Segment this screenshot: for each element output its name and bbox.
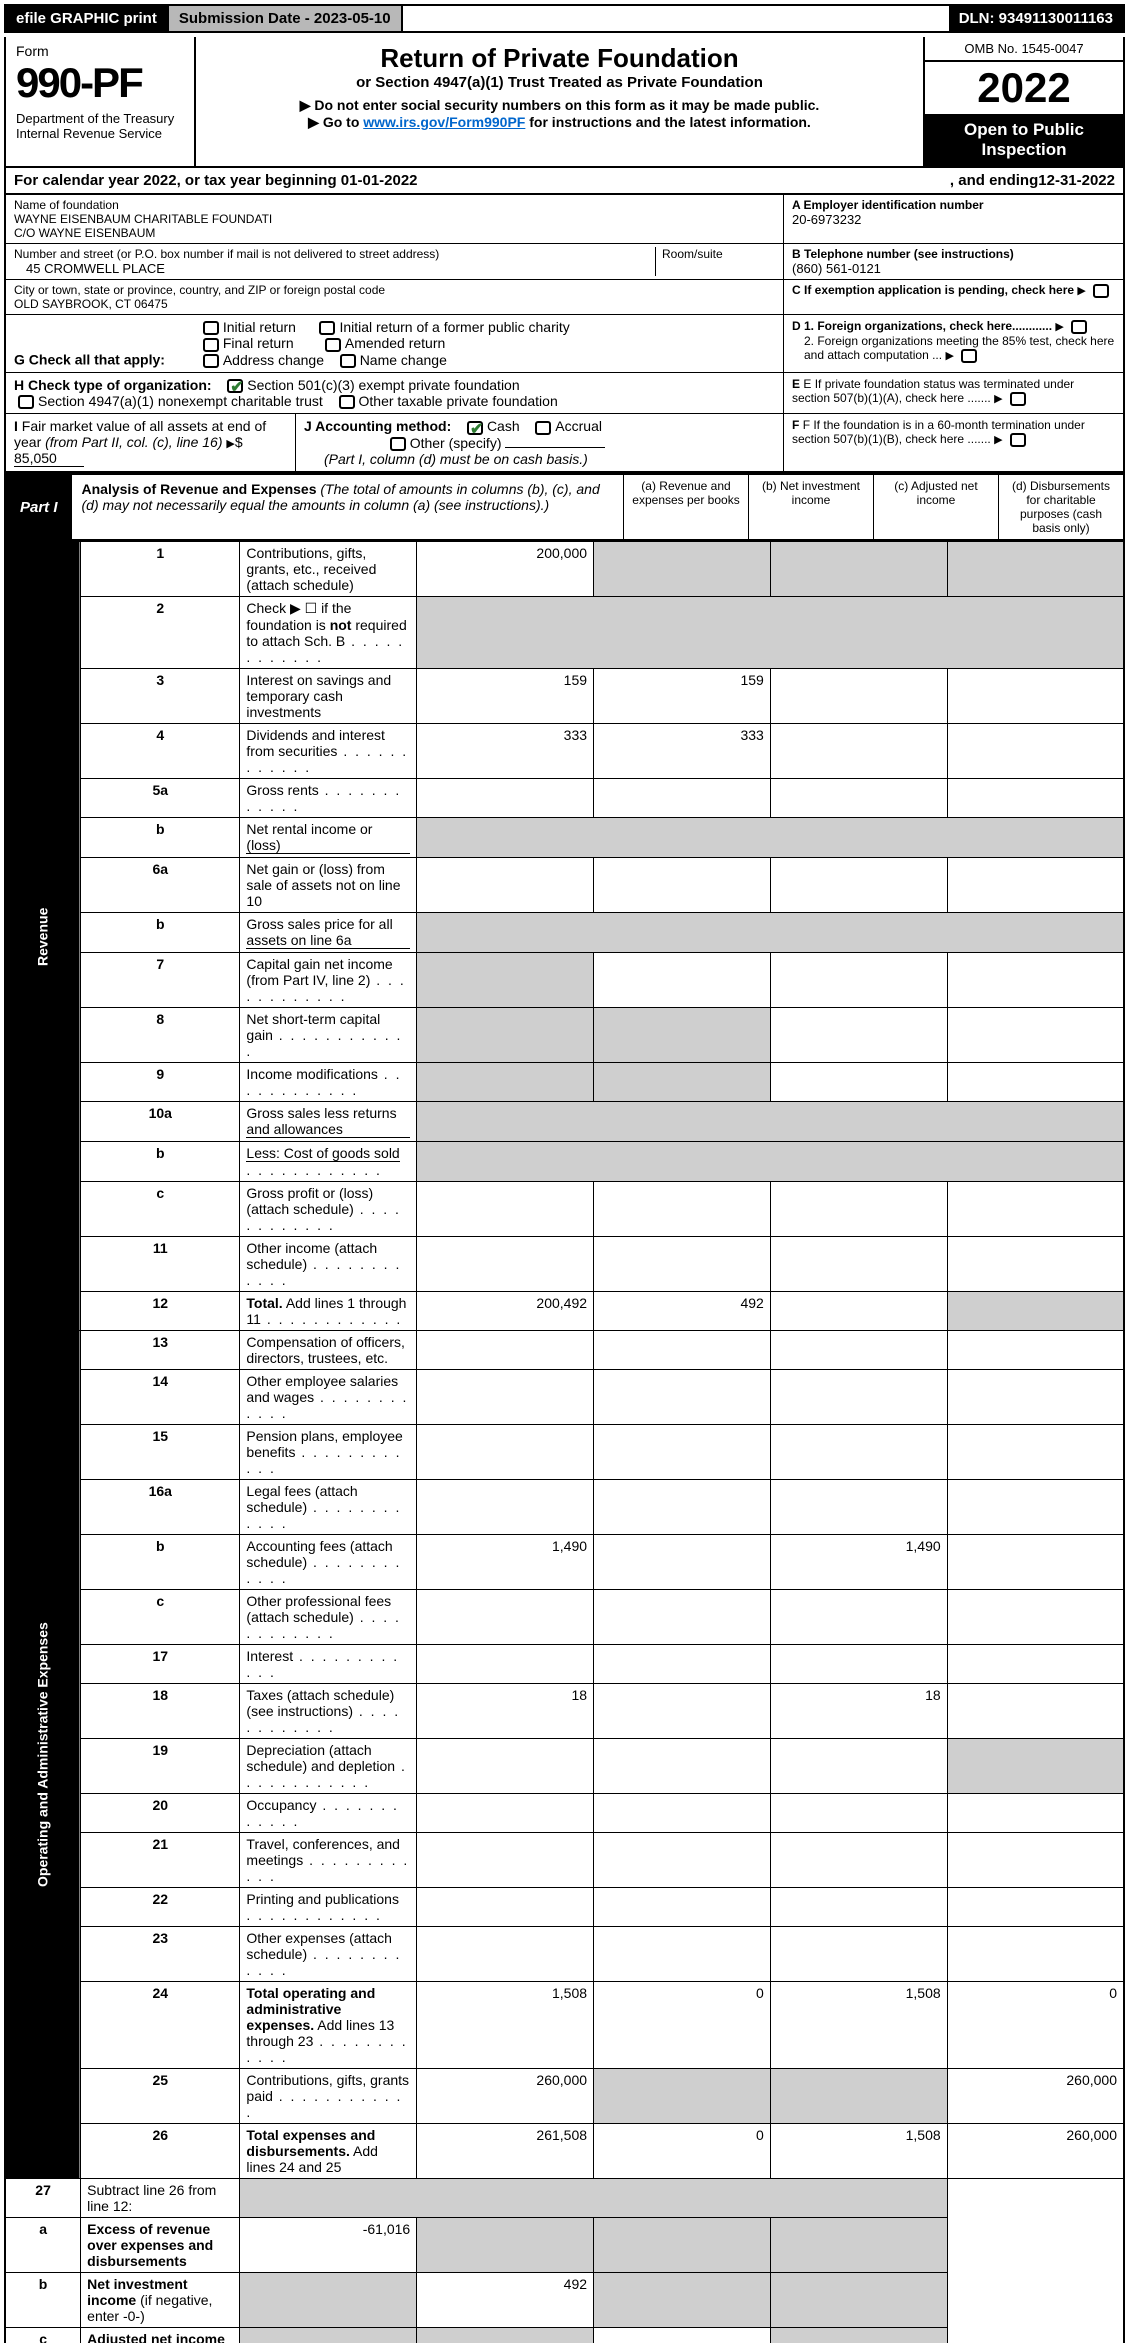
table-row: 4Dividends and interest from securities3… — [5, 724, 1124, 779]
table-row: 15Pension plans, employee benefits — [5, 1425, 1124, 1480]
checkbox-c[interactable] — [1093, 284, 1109, 298]
note-link-row: ▶ Go to www.irs.gov/Form990PF for instru… — [206, 114, 913, 131]
efile-badge: efile GRAPHIC print — [6, 6, 169, 31]
section-e: E E If private foundation status was ter… — [783, 373, 1123, 414]
table-row: bAccounting fees (attach schedule)1,4901… — [5, 1535, 1124, 1590]
table-row: 23Other expenses (attach schedule) — [5, 1927, 1124, 1982]
topbar: efile GRAPHIC print Submission Date - 20… — [4, 4, 1125, 33]
table-row: 21Travel, conferences, and meetings — [5, 1833, 1124, 1888]
table-row: 26Total expenses and disbursements. Add … — [5, 2124, 1124, 2179]
table-row: 9Income modifications — [5, 1063, 1124, 1102]
checkbox-501c3[interactable] — [227, 379, 243, 393]
table-row: 19Depreciation (attach schedule) and dep… — [5, 1739, 1124, 1794]
checkbox-other-taxable[interactable] — [339, 395, 355, 409]
table-row: bGross sales price for all assets on lin… — [5, 913, 1124, 953]
col-b-hdr: (b) Net investment income — [748, 475, 873, 539]
checkbox-e[interactable] — [1010, 392, 1026, 406]
table-row: 17Interest — [5, 1645, 1124, 1684]
table-row: 22Printing and publications — [5, 1888, 1124, 1927]
table-row: 25Contributions, gifts, grants paid260,0… — [5, 2069, 1124, 2124]
table-row: 5aGross rents — [5, 779, 1124, 818]
checkbox-d1[interactable] — [1071, 320, 1087, 334]
calendar-year-row: For calendar year 2022, or tax year begi… — [4, 168, 1125, 193]
city-label: City or town, state or province, country… — [14, 283, 775, 297]
foundation-name: WAYNE EISENBAUM CHARITABLE FOUNDATI C/O … — [14, 212, 775, 240]
dept-label: Department of the Treasury Internal Reve… — [16, 111, 184, 141]
table-row: 14Other employee salaries and wages — [5, 1370, 1124, 1425]
phone-value: (860) 561-0121 — [792, 261, 1115, 276]
checkbox-initial-former[interactable] — [319, 321, 335, 335]
checkbox-4947[interactable] — [18, 395, 34, 409]
checkbox-initial[interactable] — [203, 321, 219, 335]
section-j: J Accounting method: Cash Accrual Other … — [296, 414, 783, 471]
table-row: cOther professional fees (attach schedul… — [5, 1590, 1124, 1645]
table-row: bNet rental income or (loss) — [5, 818, 1124, 858]
checkbox-final[interactable] — [203, 338, 219, 352]
fmv-value: 85,050 — [14, 450, 84, 467]
checkbox-other-method[interactable] — [390, 437, 406, 451]
phone-label: B Telephone number (see instructions) — [792, 247, 1115, 261]
table-row: aExcess of revenue over expenses and dis… — [5, 2218, 1124, 2273]
checkbox-name[interactable] — [340, 354, 356, 368]
table-row: 11Other income (attach schedule) — [5, 1237, 1124, 1292]
name-label: Name of foundation — [14, 198, 775, 212]
table-row: 16aLegal fees (attach schedule) — [5, 1480, 1124, 1535]
part-1-header: Part I Analysis of Revenue and Expenses … — [4, 473, 1125, 541]
form-title: Return of Private Foundation — [206, 43, 913, 74]
form-header: Form 990-PF Department of the Treasury I… — [4, 37, 1125, 166]
form-number: 990-PF — [16, 59, 184, 107]
section-g: G Check all that apply: Initial return I… — [6, 315, 783, 372]
part-1-table: Revenue1Contributions, gifts, grants, et… — [4, 541, 1125, 2343]
table-row: 10aGross sales less returns and allowanc… — [5, 1102, 1124, 1142]
table-row: 20Occupancy — [5, 1794, 1124, 1833]
table-row: cGross profit or (loss) (attach schedule… — [5, 1182, 1124, 1237]
checkbox-f[interactable] — [1010, 433, 1026, 447]
room-label: Room/suite — [662, 247, 775, 261]
checkbox-address[interactable] — [203, 354, 219, 368]
note-ssn: ▶ Do not enter social security numbers o… — [206, 97, 913, 114]
checkbox-cash[interactable] — [467, 421, 483, 435]
ein-label: A Employer identification number — [792, 198, 1115, 212]
ein-value: 20-6973232 — [792, 212, 1115, 227]
street-value: 45 CROMWELL PLACE — [14, 261, 655, 276]
table-row: bLess: Cost of goods sold — [5, 1142, 1124, 1182]
table-row: cAdjusted net income (if negative, enter… — [5, 2328, 1124, 2343]
table-row: 8Net short-term capital gain — [5, 1008, 1124, 1063]
table-row: 18Taxes (attach schedule) (see instructi… — [5, 1684, 1124, 1739]
table-row: 2Check ▶ ☐ if the foundation is not requ… — [5, 597, 1124, 669]
table-row: 3Interest on savings and temporary cash … — [5, 669, 1124, 724]
checkbox-amended[interactable] — [325, 338, 341, 352]
table-row: Operating and Administrative Expenses13C… — [5, 1331, 1124, 1370]
form-subtitle: or Section 4947(a)(1) Trust Treated as P… — [206, 74, 913, 91]
table-row: 6aNet gain or (loss) from sale of assets… — [5, 858, 1124, 913]
form-label: Form — [16, 43, 184, 59]
entity-info: Name of foundation WAYNE EISENBAUM CHARI… — [4, 193, 1125, 315]
col-a-hdr: (a) Revenue and expenses per books — [623, 475, 748, 539]
table-row: bNet investment income (if negative, ent… — [5, 2273, 1124, 2328]
section-i: I Fair market value of all assets at end… — [6, 414, 296, 471]
section-h: H Check type of organization: Section 50… — [6, 373, 783, 414]
checkbox-d2[interactable] — [961, 349, 977, 363]
section-f: F F If the foundation is in a 60-month t… — [783, 414, 1123, 471]
irs-link[interactable]: www.irs.gov/Form990PF — [363, 114, 525, 130]
table-row: 12Total. Add lines 1 through 11200,49249… — [5, 1292, 1124, 1331]
table-row: Revenue1Contributions, gifts, grants, et… — [5, 542, 1124, 597]
col-d-hdr: (d) Disbursements for charitable purpose… — [998, 475, 1123, 539]
city-value: OLD SAYBROOK, CT 06475 — [14, 297, 775, 311]
omb-number: OMB No. 1545-0047 — [925, 37, 1123, 62]
submission-date: Submission Date - 2023-05-10 — [169, 6, 403, 31]
open-to-public: Open to Public Inspection — [925, 114, 1123, 166]
dln: DLN: 93491130011163 — [949, 6, 1123, 31]
section-d: D 1. Foreign organizations, check here..… — [783, 315, 1123, 372]
table-row: 24Total operating and administrative exp… — [5, 1982, 1124, 2069]
table-row: 27Subtract line 26 from line 12: — [5, 2179, 1124, 2218]
table-row: 7Capital gain net income (from Part IV, … — [5, 953, 1124, 1008]
part-1-tag: Part I — [6, 475, 72, 539]
col-c-hdr: (c) Adjusted net income — [873, 475, 998, 539]
line-c: C If exemption application is pending, c… — [783, 280, 1123, 315]
street-label: Number and street (or P.O. box number if… — [14, 247, 655, 261]
checkbox-accrual[interactable] — [535, 421, 551, 435]
tax-year: 2022 — [925, 62, 1123, 114]
